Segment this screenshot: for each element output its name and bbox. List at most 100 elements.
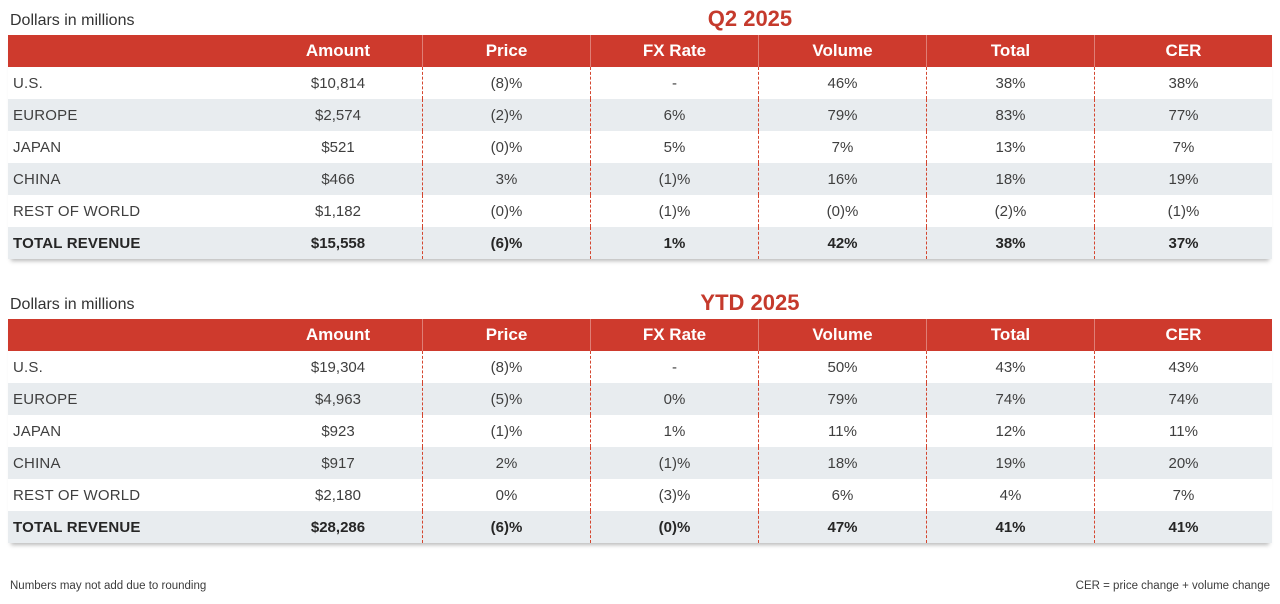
cell-value: 5% — [590, 131, 758, 163]
ytd-2025-section: Dollars in millions YTD 2025 Amount Price… — [8, 290, 1272, 543]
row-label: JAPAN — [13, 138, 62, 156]
cell-value: (0)% — [422, 131, 590, 163]
cell-value: 1% — [590, 415, 758, 447]
q2-2025-title: Q2 2025 — [707, 6, 793, 31]
cell-value: (1)% — [422, 415, 590, 447]
cell-value: $917 — [321, 454, 355, 472]
cell-value: 11% — [758, 415, 926, 447]
cell-value: (1)% — [590, 163, 758, 195]
row-label: TOTAL REVENUE — [13, 518, 141, 536]
table-row-u-s: U.S. $19,304 (8)% -50% 43% 43% — [8, 351, 1272, 383]
cell-value: (6)% — [422, 511, 590, 543]
cell-value: - — [590, 67, 758, 99]
table-header-row: Amount Price FX Rate Volume Total CER — [8, 35, 1272, 67]
cell-value: 7% — [758, 131, 926, 163]
row-label: U.S. — [13, 358, 43, 376]
cell-value: $19,304 — [310, 358, 366, 376]
column-header-fx-rate: FX Rate — [590, 35, 758, 67]
cell-value: 0% — [590, 383, 758, 415]
cell-value: 11% — [1094, 415, 1272, 447]
units-label: Dollars in millions — [10, 12, 135, 29]
ytd-2025-table: Amount Price FX Rate Volume Total CER U.S. $19… — [8, 319, 1272, 543]
row-label: EUROPE — [13, 390, 78, 408]
cell-value: $521 — [321, 138, 355, 156]
cell-value: (8)% — [422, 67, 590, 99]
ytd-section-header: Dollars in millions YTD 2025 — [8, 290, 1272, 318]
cell-value: 4% — [926, 479, 1094, 511]
table-row-rest-of-world: REST OF WORLD $2,180 0% (3)% 6% 4% 7% — [8, 479, 1272, 511]
table-row-europe: EUROPE $2,574 (2)% 6% 79% 83% 77% — [8, 99, 1272, 131]
cell-value: $466 — [321, 170, 355, 188]
cell-value: (2)% — [422, 99, 590, 131]
cell-value: 2% — [422, 447, 590, 479]
row-label: CHINA — [13, 454, 61, 472]
cell-value: 1% — [590, 227, 758, 259]
units-label: Dollars in millions — [10, 296, 135, 313]
table-row-total-revenue: TOTAL REVENUE $15,558 (6)% 1% 42% 38% 37% — [8, 227, 1272, 259]
cell-value: $923 — [321, 422, 355, 440]
cell-value: 74% — [926, 383, 1094, 415]
cell-value: 38% — [1094, 67, 1272, 99]
cell-value: 12% — [926, 415, 1094, 447]
table-header-row: Amount Price FX Rate Volume Total CER — [8, 319, 1272, 351]
row-label: REST OF WORLD — [13, 202, 141, 220]
cell-value: 20% — [1094, 447, 1272, 479]
cell-value: 43% — [1094, 351, 1272, 383]
cell-value: 6% — [758, 479, 926, 511]
table-row-europe: EUROPE $4,963 (5)% 0% 79% 74% 74% — [8, 383, 1272, 415]
column-header-cer: CER — [1094, 319, 1272, 351]
cell-value: 16% — [758, 163, 926, 195]
cell-value: $10,814 — [310, 74, 366, 92]
table-row-japan: JAPAN $923 (1)% 1% 11% 12% 11% — [8, 415, 1272, 447]
q2-2025-section: Dollars in millions Q2 2025 Amount Price F… — [8, 6, 1272, 259]
row-label: U.S. — [13, 74, 43, 92]
cell-value: (5)% — [422, 383, 590, 415]
column-header-region — [8, 319, 254, 351]
cell-value: 19% — [1094, 163, 1272, 195]
table-row-japan: JAPAN $521 (0)% 5% 7% 13% 7% — [8, 131, 1272, 163]
cell-value: 7% — [1094, 479, 1272, 511]
q2-2025-table: Amount Price FX Rate Volume Total CER U.S. $10… — [8, 35, 1272, 259]
cell-value: (1)% — [590, 195, 758, 227]
column-header-amount: Amount — [305, 325, 371, 344]
column-header-price: Price — [422, 319, 590, 351]
cell-value: 3% — [422, 163, 590, 195]
row-label: JAPAN — [13, 422, 62, 440]
rounding-footnote: Numbers may not add due to rounding — [10, 580, 207, 592]
column-header-cer: CER — [1094, 35, 1272, 67]
cell-value: 19% — [926, 447, 1094, 479]
cell-value: 18% — [758, 447, 926, 479]
cell-value: (0)% — [758, 195, 926, 227]
footnotes: Numbers may not add due to rounding CER … — [8, 580, 1272, 592]
cell-value: 41% — [1094, 511, 1272, 543]
cell-value: (6)% — [422, 227, 590, 259]
row-label: EUROPE — [13, 106, 78, 124]
cell-value: 42% — [758, 227, 926, 259]
cell-value: 74% — [1094, 383, 1272, 415]
cell-value: $28,286 — [310, 518, 366, 536]
column-header-price: Price — [422, 35, 590, 67]
cell-value: 6% — [590, 99, 758, 131]
cell-value: 79% — [758, 99, 926, 131]
cell-value: 50% — [758, 351, 926, 383]
cell-value: (8)% — [422, 351, 590, 383]
column-header-amount: Amount — [305, 41, 371, 60]
table-body: U.S. $10,814 (8)% -46% 38% 38% EUROPE $2,574 (2)… — [8, 67, 1272, 259]
column-header-region — [8, 35, 254, 67]
cell-value: 79% — [758, 383, 926, 415]
column-header-fx-rate: FX Rate — [590, 319, 758, 351]
table-row-total-revenue: TOTAL REVENUE $28,286 (6)% (0)% 47% 41% 41% — [8, 511, 1272, 543]
cell-value: $15,558 — [310, 234, 366, 252]
cell-value: $4,963 — [315, 390, 361, 408]
row-label: REST OF WORLD — [13, 486, 141, 504]
column-header-total: Total — [926, 319, 1094, 351]
cer-definition-footnote: CER = price change + volume change — [1075, 580, 1270, 592]
cell-value: 77% — [1094, 99, 1272, 131]
cell-value: (2)% — [926, 195, 1094, 227]
cell-value: 83% — [926, 99, 1094, 131]
cell-value: - — [590, 351, 758, 383]
ytd-2025-title: YTD 2025 — [700, 290, 800, 315]
q2-section-header: Dollars in millions Q2 2025 — [8, 6, 1272, 34]
row-label: TOTAL REVENUE — [13, 234, 141, 252]
table-row-china: CHINA $917 2% (1)% 18% 19% 20% — [8, 447, 1272, 479]
